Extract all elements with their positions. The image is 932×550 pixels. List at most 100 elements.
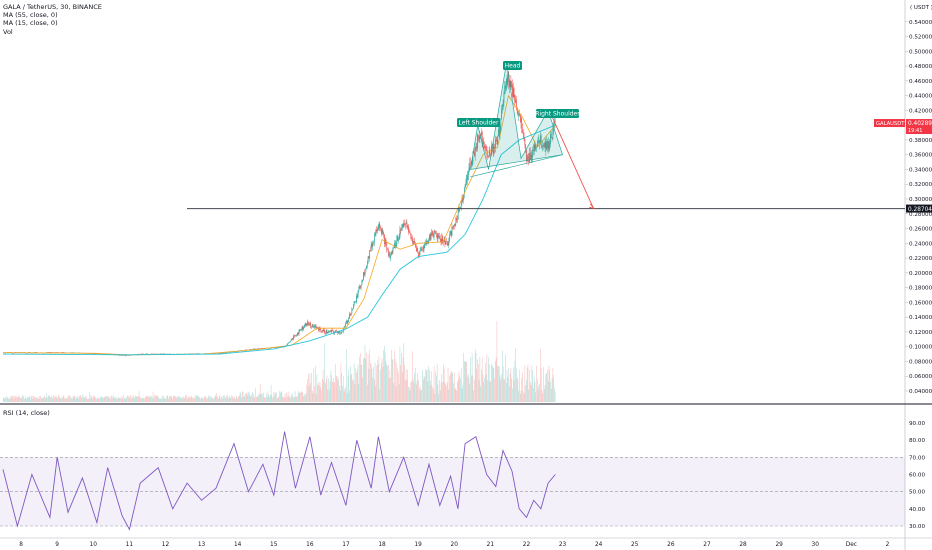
volume-bar: [207, 396, 209, 402]
candle-body: [253, 348, 255, 350]
volume-bar: [223, 395, 225, 402]
volume-bar: [124, 398, 125, 402]
volume-bar: [156, 395, 158, 402]
symbol-title: GALA / TetherUS, 30, BINANCE: [3, 3, 102, 11]
price-tick-label: 0.24000: [909, 241, 932, 247]
volume-bar: [303, 396, 304, 402]
volume-bar: [204, 396, 206, 402]
volume-bar: [497, 366, 499, 402]
volume-bar: [18, 395, 20, 402]
candle-body: [464, 187, 465, 195]
line-price-text: 0.28704: [908, 207, 932, 213]
volume-bar: [279, 391, 280, 402]
volume-bar: [203, 398, 204, 402]
volume-bar: [468, 377, 470, 402]
volume-bar: [391, 359, 393, 402]
volume-bar: [290, 397, 291, 402]
volume-bar: [177, 396, 179, 402]
volume-bar: [7, 396, 9, 402]
candle-body: [424, 242, 426, 246]
volume-bar: [221, 396, 222, 402]
candle-body: [536, 142, 538, 147]
volume-bar: [359, 356, 360, 402]
volume-bar: [250, 397, 252, 402]
candle-body: [370, 250, 371, 252]
volume-bar: [165, 397, 167, 402]
volume-bar: [449, 375, 450, 402]
candle-body: [219, 353, 221, 354]
volume-bar: [360, 364, 362, 402]
volume-bar: [301, 391, 302, 402]
volume-bar: [280, 391, 282, 402]
candle-body: [365, 267, 367, 273]
candle-body: [482, 142, 484, 145]
volume-bar: [135, 396, 137, 402]
candle-body: [435, 231, 437, 234]
volume-bar: [347, 376, 349, 402]
volume-bar: [165, 398, 166, 402]
candle-body: [543, 144, 544, 147]
volume-bar: [266, 397, 268, 402]
volume-bar: [519, 369, 520, 402]
candle-body: [494, 147, 496, 149]
volume-bar: [450, 373, 451, 402]
volume-bar: [336, 376, 338, 402]
candle-body: [389, 254, 391, 259]
time-tick-label: 15: [270, 542, 278, 548]
volume-bar: [436, 364, 438, 402]
candle-body: [434, 231, 436, 232]
volume-bar: [351, 373, 353, 402]
volume-bar: [305, 393, 307, 402]
volume-bar: [245, 393, 246, 402]
candle-body: [249, 349, 251, 350]
volume-bar: [332, 381, 333, 402]
candle-body: [390, 254, 391, 259]
volume-bar: [537, 389, 539, 402]
candle-body: [533, 144, 535, 152]
volume-bar: [66, 397, 68, 402]
candle-body: [498, 129, 500, 137]
volume-bar: [394, 350, 395, 402]
candle-body: [164, 353, 166, 355]
volume-bar: [516, 368, 517, 402]
volume-bar: [233, 396, 235, 402]
volume-bar: [472, 375, 474, 402]
volume-bar: [145, 396, 146, 402]
volume-bar: [457, 381, 458, 402]
candle-body: [243, 350, 245, 352]
candle-body: [408, 226, 409, 232]
volume-bar: [426, 370, 427, 402]
volume-bar: [97, 398, 99, 402]
candle-body: [321, 331, 322, 332]
candle-body: [228, 352, 229, 353]
volume-bars: [3, 321, 556, 402]
candle-body: [538, 140, 540, 142]
volume-bar: [23, 396, 24, 402]
volume-bar: [232, 398, 234, 402]
candle-body: [460, 207, 461, 208]
volume-bar: [342, 385, 343, 402]
volume-bar: [36, 398, 37, 402]
volume-bar: [160, 398, 162, 402]
candle-body: [379, 223, 381, 227]
volume-bar: [538, 385, 540, 402]
volume-bar: [272, 397, 273, 402]
volume-bar: [325, 379, 327, 402]
price-tick-label: 0.06000: [909, 374, 932, 380]
candle-body: [450, 231, 452, 236]
volume-bar: [284, 393, 286, 402]
volume-bar: [314, 386, 315, 402]
volume-bar: [186, 398, 188, 402]
candle-body: [392, 247, 394, 253]
candle-body: [366, 265, 367, 268]
volume-bar: [226, 395, 228, 402]
volume-bar: [15, 396, 17, 402]
volume-bar: [474, 379, 475, 402]
candle-body: [519, 113, 520, 117]
right-shoulder-label: Right Shoulder: [535, 109, 580, 118]
candle-body: [25, 352, 27, 354]
volume-bar: [432, 389, 434, 402]
symbol-badge-bg: [874, 119, 905, 128]
candle-body: [257, 348, 259, 349]
